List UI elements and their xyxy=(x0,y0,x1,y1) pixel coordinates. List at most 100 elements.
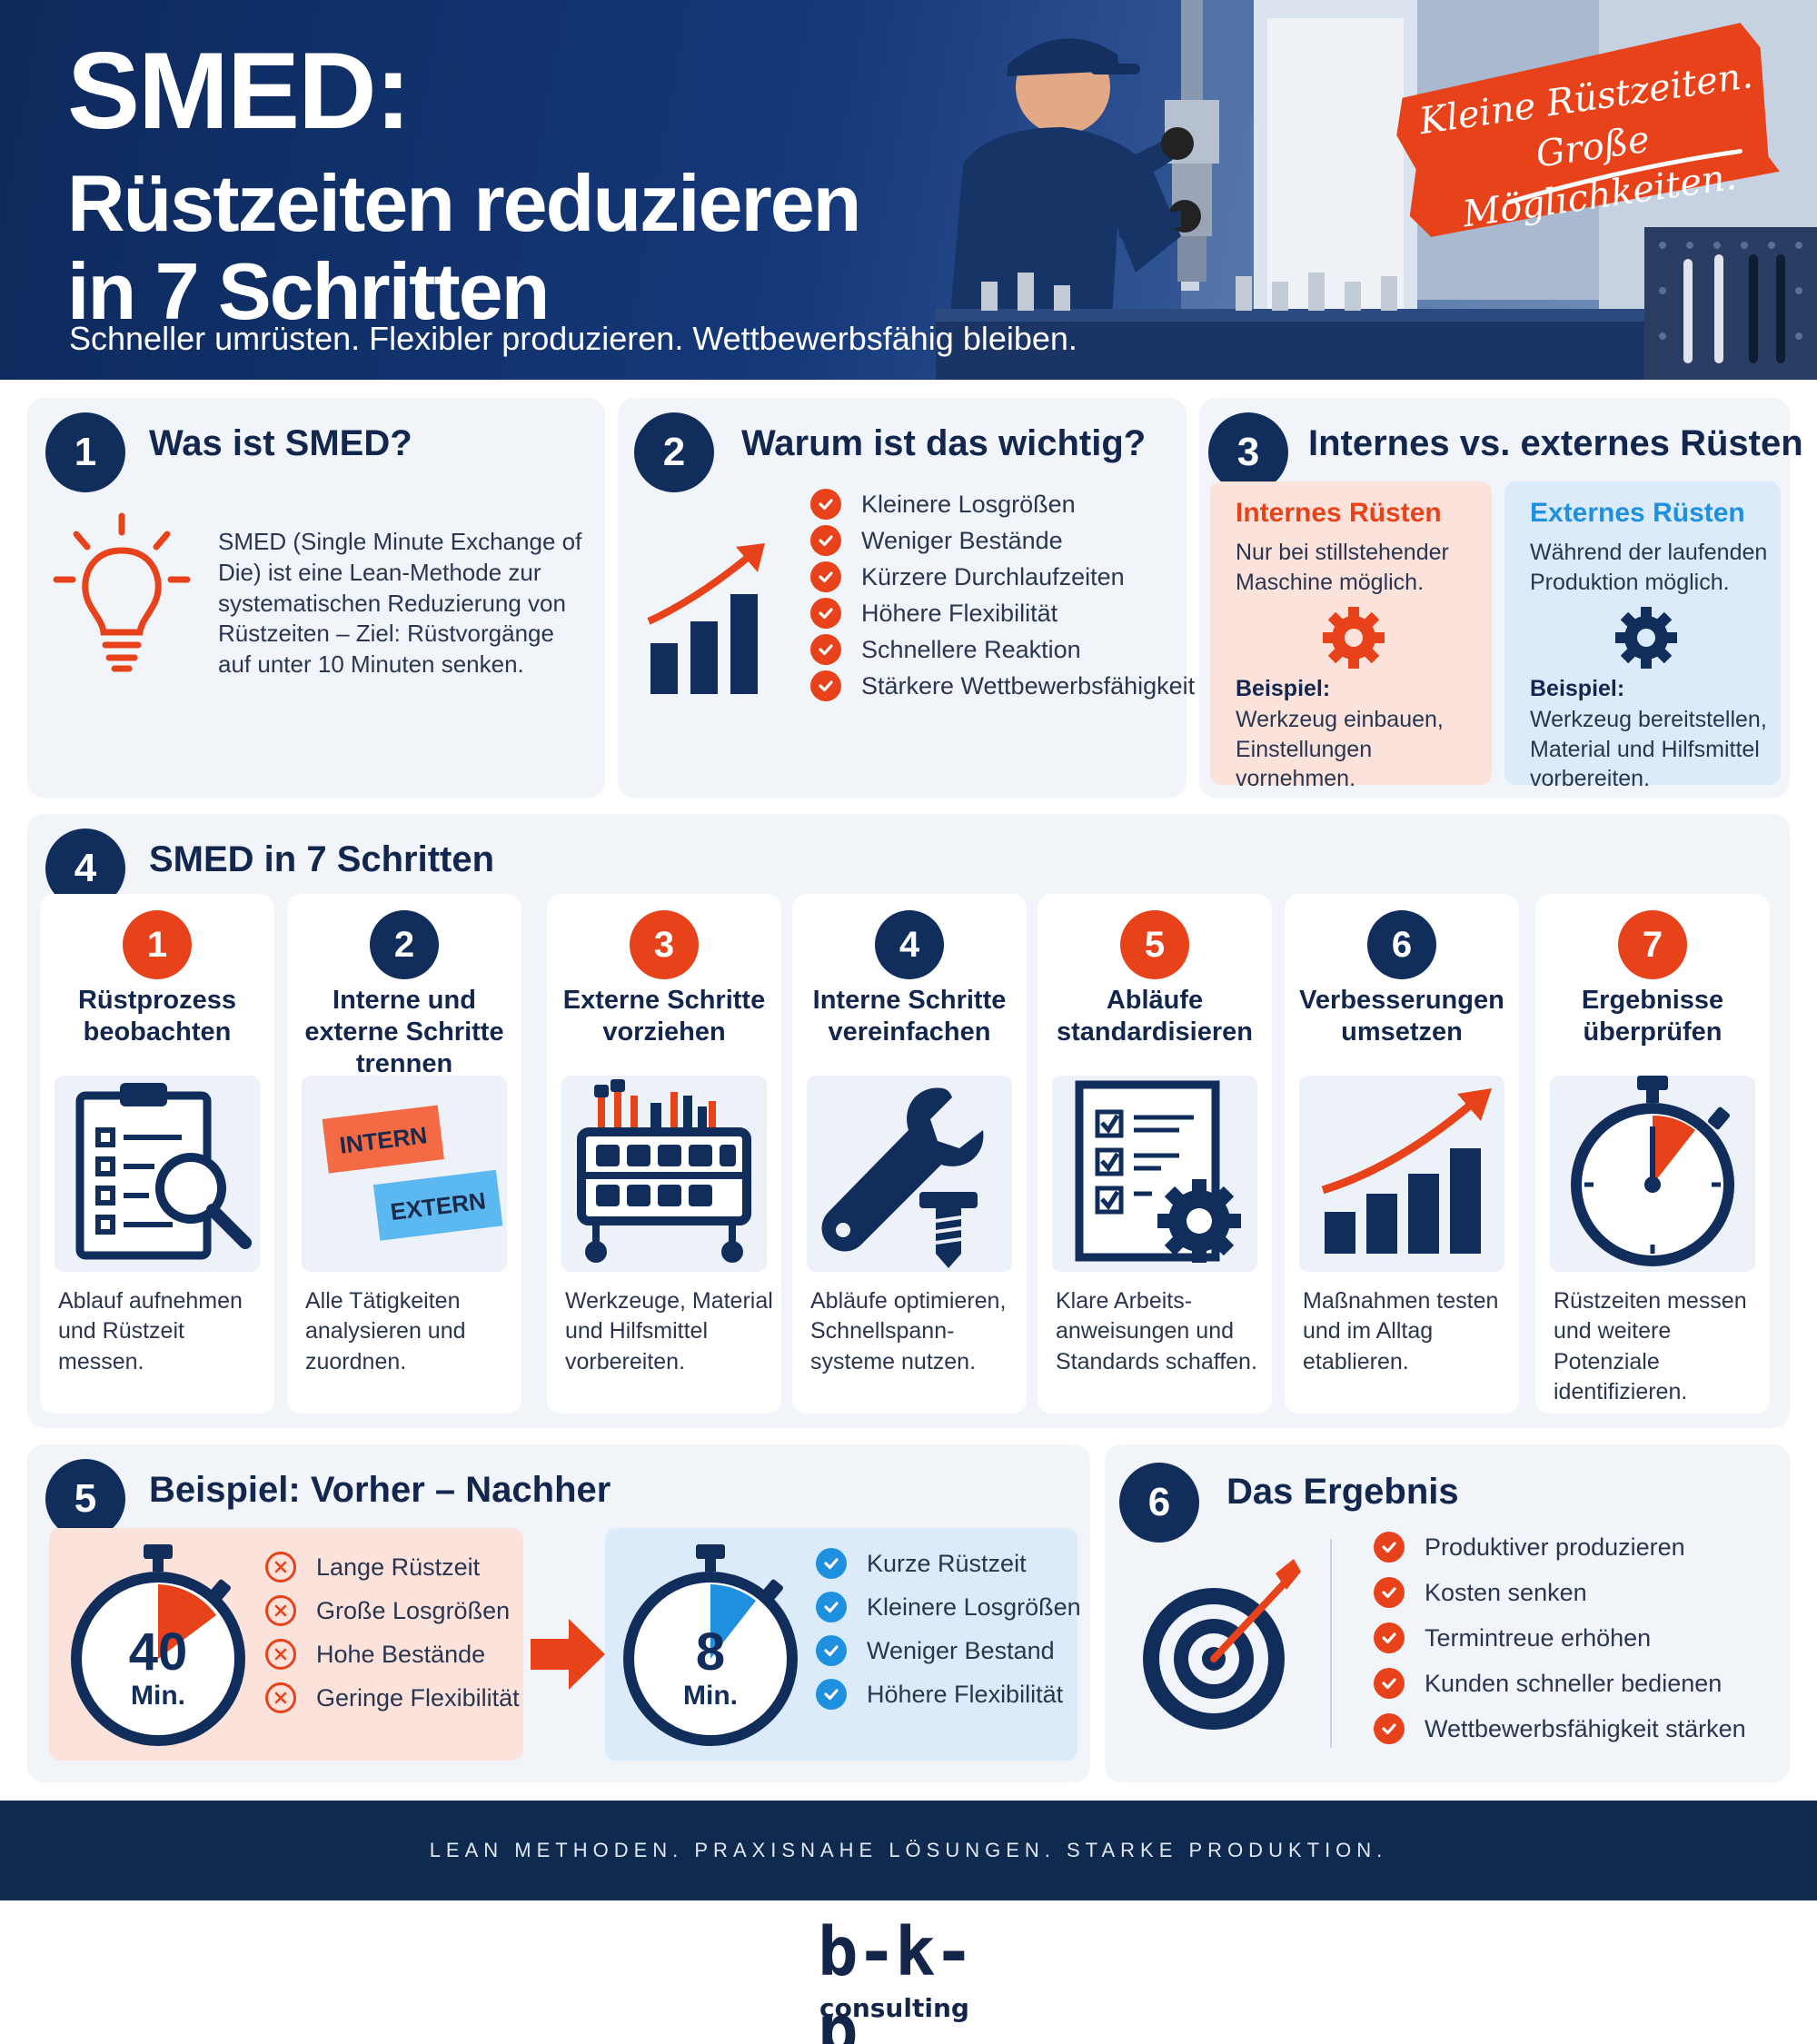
stopwatch-icon xyxy=(1550,1076,1755,1272)
step-description: Werkzeuge, Material und Hilfsmittel vorb… xyxy=(565,1288,773,1374)
step-number: 7 xyxy=(1618,910,1687,979)
checkmark-icon xyxy=(1374,1668,1405,1699)
step-number: 1 xyxy=(123,910,192,979)
stopwatch-icon xyxy=(71,1544,245,1746)
checkmark-icon xyxy=(810,561,841,592)
checklist-gear-icon xyxy=(1052,1076,1257,1272)
checkmark-icon xyxy=(810,634,841,665)
step-title: Rüstprozess beobachten xyxy=(77,986,237,1047)
internal-example-text: Werkzeug einbauen, Einstellungen vornehm… xyxy=(1236,707,1444,791)
step-description: Ablauf aufnehmen und Rüstzeit messen. xyxy=(58,1288,243,1374)
slogan-banner: Kleine Rüstzeiten. Große Möglichkeiten. xyxy=(1379,10,1792,244)
before-box: 40 Min. Lange Rüstzeit Große Losgrößen Hoh… xyxy=(49,1528,523,1761)
step-description: Abläufe optimieren, Schnellspann- system… xyxy=(810,1288,1007,1374)
section-title: Beispiel: Vorher – Nachher xyxy=(149,1470,611,1510)
section-before-after: 5 Beispiel: Vorher – Nachher 40 Min. Lan… xyxy=(27,1444,1090,1782)
step-number: 2 xyxy=(370,910,439,979)
step-number: 4 xyxy=(875,910,944,979)
stopwatch-icon xyxy=(623,1544,798,1746)
checkmark-icon xyxy=(816,1635,847,1666)
after-list: Kurze Rüstzeit Kleinere Losgrößen Weniger … xyxy=(816,1548,1081,1722)
after-unit: Min. xyxy=(683,1681,738,1711)
company-logo: b-k-p consulting xyxy=(818,1913,999,2044)
list-item-label: Weniger Bestände xyxy=(861,526,1063,554)
hero-banner: SMED: Rüstzeiten reduzieren in 7 Schritt… xyxy=(0,0,1817,380)
external-example-text: Werkzeug bereitstellen, Material und Hil… xyxy=(1530,707,1767,791)
step-description: Rüstzeiten messen und weitere Potenziale… xyxy=(1554,1288,1747,1404)
step-card-7: 7 Ergebnisse überprüfen Rüstzeiten messen… xyxy=(1535,894,1770,1414)
checkmark-icon xyxy=(816,1548,847,1579)
list-item: Lange Rüstzeit xyxy=(265,1552,520,1583)
step-card-6: 6 Verbesserungen umsetzen Maßnahmen teste… xyxy=(1285,894,1519,1414)
list-item-label: Kunden schneller bedienen xyxy=(1425,1669,1723,1697)
section-what-is-smed: 1 Was ist SMED? SMED (Single Minute Exch… xyxy=(27,398,605,798)
list-item: Kurze Rüstzeit xyxy=(816,1548,1081,1579)
section-title: Internes vs. externes Rüsten xyxy=(1308,423,1803,463)
footer-band: LEAN METHODEN. PRAXISNAHE LÖSUNGEN. STAR… xyxy=(0,1801,1817,1900)
intern-extern-icon: INTERN EXTERN xyxy=(302,1076,507,1272)
step-description: Maßnahmen testen und im Alltag etabliere… xyxy=(1303,1288,1499,1374)
internal-text: Nur bei stillstehender Maschine möglich. xyxy=(1236,540,1449,595)
checkmark-icon xyxy=(1374,1577,1405,1608)
step-card-4: 4 Interne Schritte vereinfachen Abläufe o… xyxy=(792,894,1027,1414)
list-item: Termintreue erhöhen xyxy=(1374,1622,1746,1653)
step-card-2: 2 Interne und externe Schritte trennen IN… xyxy=(287,894,521,1414)
cross-icon xyxy=(265,1595,296,1626)
after-box: 8 Min. Kurze Rüstzeit Kleinere Losgrößen W… xyxy=(605,1528,1081,1761)
section-title: SMED in 7 Schritten xyxy=(149,839,495,879)
list-item: Kosten senken xyxy=(1374,1577,1746,1608)
section-title: Das Ergebnis xyxy=(1226,1472,1459,1512)
internal-setup-box: Internes Rüsten Nur bei stillstehender M… xyxy=(1210,481,1492,791)
clipboard-search-icon xyxy=(55,1076,260,1272)
step-title: Externe Schritte vorziehen xyxy=(562,986,766,1047)
checkmark-icon xyxy=(1374,1713,1405,1744)
section-number: 2 xyxy=(634,412,714,492)
section-title: Warum ist das wichtig? xyxy=(741,423,1147,463)
step-card-3: 3 Externe Schritte vorziehen Werkzeuge, M… xyxy=(547,894,781,1414)
list-item-label: Höhere Flexibilität xyxy=(861,599,1058,627)
external-example-label: Beispiel: xyxy=(1530,676,1625,701)
checkmark-icon xyxy=(810,670,841,701)
list-item: Geringe Flexibilität xyxy=(265,1682,520,1713)
hero-title-line2: Rüstzeiten reduzieren xyxy=(67,158,861,248)
divider xyxy=(1330,1539,1332,1748)
step-title: Interne Schritte vereinfachen xyxy=(812,986,1007,1047)
list-item-label: Kleinere Losgrößen xyxy=(861,490,1076,518)
list-item-label: Termintreue erhöhen xyxy=(1425,1623,1652,1652)
list-item: Hohe Bestände xyxy=(265,1639,520,1670)
tool-cart-icon xyxy=(561,1076,767,1272)
list-item: Große Losgrößen xyxy=(265,1595,520,1626)
list-item: Weniger Bestände xyxy=(810,525,1195,556)
list-item-label: Kurze Rüstzeit xyxy=(867,1549,1027,1577)
list-item: Kürzere Durchlaufzeiten xyxy=(810,561,1195,592)
step-description: Alle Tätigkeiten analysieren und zuordne… xyxy=(305,1288,466,1374)
step-description: Klare Arbeits- anweisungen und Standards… xyxy=(1056,1288,1257,1374)
list-item-label: Weniger Bestand xyxy=(867,1636,1055,1664)
step-card-1: 1 Rüstprozess beobachten Ablauf aufnehmen… xyxy=(40,894,274,1414)
list-item-label: Höhere Flexibilität xyxy=(867,1680,1064,1708)
list-item: Kunden schneller bedienen xyxy=(1374,1668,1746,1699)
step-title: Interne und externe Schritte trennen xyxy=(304,986,504,1078)
hero-subtitle: Schneller umrüsten. Flexibler produziere… xyxy=(69,320,1077,357)
list-item-label: Hohe Bestände xyxy=(316,1640,486,1668)
lightbulb-icon xyxy=(53,512,191,672)
growth-chart-icon xyxy=(647,543,765,694)
gear-icon xyxy=(1323,607,1385,669)
list-item: Kleinere Losgrößen xyxy=(816,1592,1081,1622)
hero-title-line3: in 7 Schritten xyxy=(67,245,550,336)
step-title: Verbesserungen umsetzen xyxy=(1299,986,1504,1047)
hero-title-line1: SMED: xyxy=(67,30,412,152)
checkmark-icon xyxy=(816,1679,847,1710)
before-unit: Min. xyxy=(131,1681,185,1711)
section-title: Was ist SMED? xyxy=(149,423,412,463)
section-internal-external: 3 Internes vs. externes Rüsten Internes … xyxy=(1199,398,1803,798)
list-item: Schnellere Reaktion xyxy=(810,634,1195,665)
step-title: Ergebnisse überprüfen xyxy=(1581,986,1724,1047)
section-number: 3 xyxy=(1208,412,1288,492)
internal-title: Internes Rüsten xyxy=(1236,498,1442,528)
cross-icon xyxy=(265,1639,296,1670)
list-item: Produktiver produzieren xyxy=(1374,1532,1746,1563)
list-item-label: Kleinere Losgrößen xyxy=(867,1593,1081,1621)
wrench-screw-icon xyxy=(807,1076,1012,1272)
smed-definition-text: SMED (Single Minute Exchange of Die) ist… xyxy=(218,528,582,679)
